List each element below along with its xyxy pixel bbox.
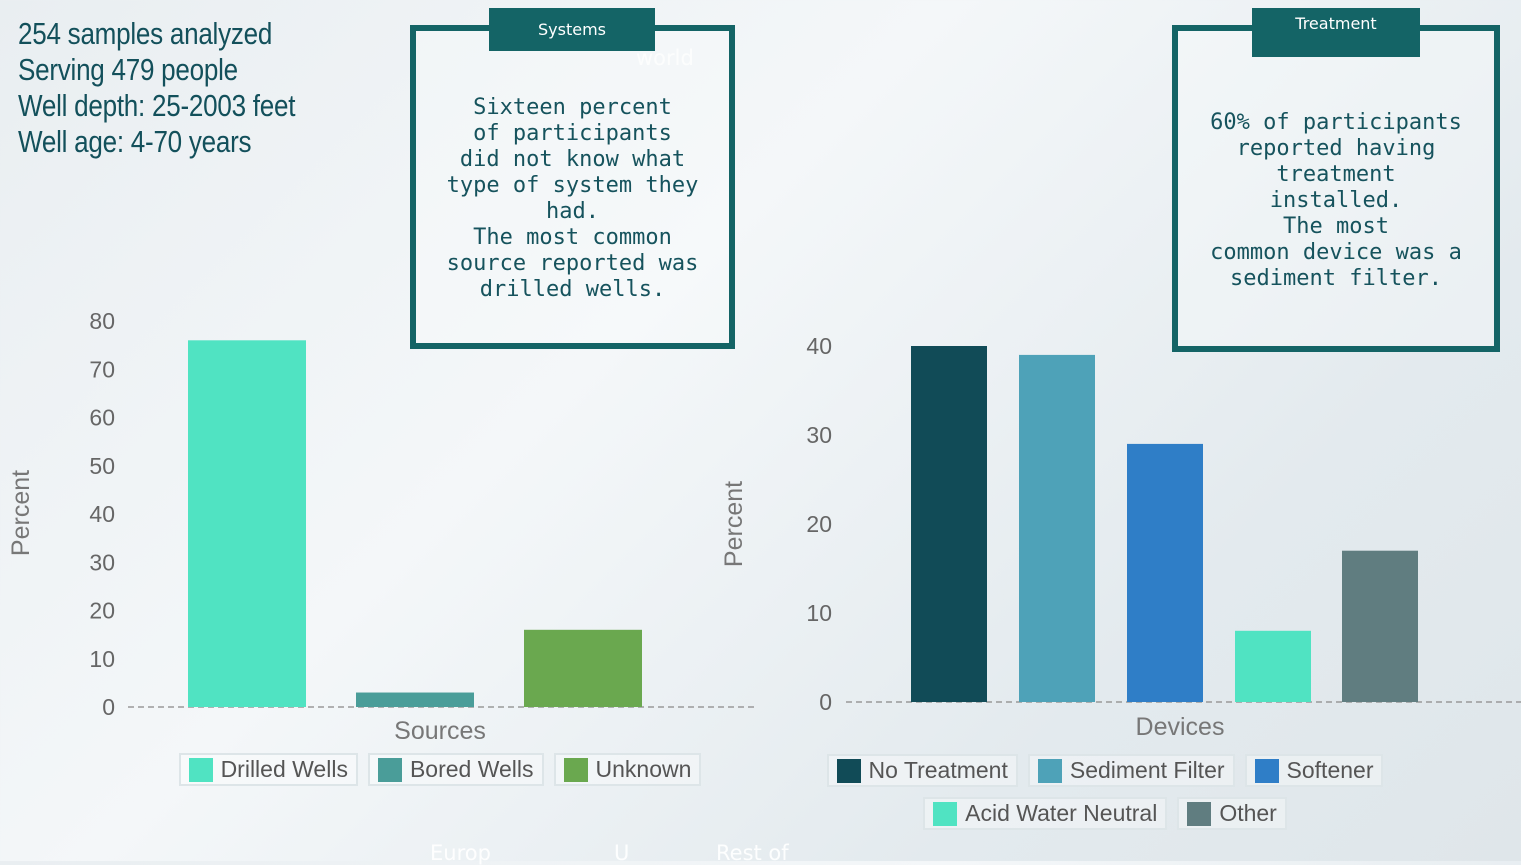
treatment-callout-line: 60% of participants xyxy=(1210,110,1462,135)
legend-swatch-icon xyxy=(1187,801,1212,826)
chart2-ytick-label: 40 xyxy=(806,333,832,359)
systems-callout-line: did not know what xyxy=(459,147,686,172)
legend-swatch-icon xyxy=(933,801,958,826)
systems-callout-line: source reported was xyxy=(446,251,699,276)
treatment-callout-text: 60% of participants reported having treatm… xyxy=(1178,110,1494,292)
chart1-bar xyxy=(188,340,306,707)
chart1-ylabel: Percent xyxy=(7,470,35,556)
treatment-callout-line: reported having xyxy=(1236,136,1436,161)
legend-swatch-icon xyxy=(1037,758,1062,783)
chart1-ytick-label: 50 xyxy=(89,453,115,479)
legend-swatch-icon xyxy=(836,758,861,783)
chart2-bar xyxy=(1342,550,1418,702)
treatment-tab: Treatment xyxy=(1252,8,1420,57)
chart1-ytick-label: 80 xyxy=(89,308,115,334)
chart2-ytick-label: 0 xyxy=(819,689,832,715)
chart1-legend-item[interactable]: Drilled Wells xyxy=(178,753,358,786)
systems-callout-line: drilled wells. xyxy=(479,277,666,302)
chart2-legend-label: Sediment Filter xyxy=(1069,757,1225,783)
treatment-callout-line: sediment filter. xyxy=(1230,266,1442,291)
chart2-legend-label: Softener xyxy=(1286,757,1374,783)
chart2-legend-item[interactable]: Acid Water Neutral xyxy=(923,797,1168,830)
chart1-xlabel: Sources xyxy=(394,717,486,745)
chart1-legend-item[interactable]: Unknown xyxy=(553,753,702,786)
chart2-bar xyxy=(1127,443,1203,702)
summary-stats: 254 samples analyzed Serving 479 people … xyxy=(18,16,295,160)
stat-people: Serving 479 people xyxy=(18,52,238,87)
systems-callout-line: of participants xyxy=(473,121,672,146)
chart2-legend: No Treatment Sediment Filter Softener Acid … xyxy=(800,754,1410,840)
chart2-legend-item[interactable]: No Treatment xyxy=(826,754,1018,787)
legend-swatch-icon xyxy=(1254,758,1279,783)
chart2-ytick-label: 10 xyxy=(806,600,832,626)
chart1-legend-label: Unknown xyxy=(595,756,692,782)
systems-callout: Sixteen percent of participants did not kn… xyxy=(410,25,735,349)
treatment-callout-line: treatment xyxy=(1276,162,1396,187)
chart2-legend-item[interactable]: Other xyxy=(1177,797,1287,830)
chart1-ytick-label: 40 xyxy=(89,501,115,527)
chart1-ytick-label: 60 xyxy=(89,405,115,431)
systems-tab: Systems xyxy=(489,8,655,51)
treatment-callout-line: installed. xyxy=(1269,188,1403,213)
treatment-callout: 60% of participants reported having treatm… xyxy=(1172,25,1500,352)
chart1-legend-label: Bored Wells xyxy=(409,756,534,782)
legend-swatch-icon xyxy=(563,757,588,782)
chart1-ytick-label: 10 xyxy=(89,646,115,672)
systems-callout-line: type of system they xyxy=(446,173,699,198)
chart2-legend-item[interactable]: Sediment Filter xyxy=(1027,754,1235,787)
systems-callout-line: The most common xyxy=(473,225,672,250)
systems-callout-text: Sixteen percent of participants did not kn… xyxy=(416,95,729,303)
chart2-legend-label: Other xyxy=(1219,800,1277,826)
chart1-ytick-label: 30 xyxy=(89,549,115,575)
chart1-legend-label: Drilled Wells xyxy=(220,756,348,782)
chart2-bar xyxy=(1019,354,1095,702)
chart2-ytick-label: 30 xyxy=(806,422,832,448)
legend-swatch-icon xyxy=(377,757,402,782)
chart1-legend-item[interactable]: Bored Wells xyxy=(367,753,544,786)
chart2-legend-item[interactable]: Softener xyxy=(1244,754,1384,787)
systems-callout-line: had. xyxy=(546,199,599,224)
chart2-legend-label: Acid Water Neutral xyxy=(965,800,1158,826)
chart1-ytick-label: 0 xyxy=(102,694,115,720)
systems-callout-line: Sixteen percent xyxy=(473,95,672,120)
chart1-ytick-label: 20 xyxy=(89,598,115,624)
chart1-bar xyxy=(356,692,474,707)
chart1-legend: Drilled Wells Bored Wells Unknown xyxy=(110,753,770,796)
chart1-ytick-label: 70 xyxy=(89,356,115,382)
treatment-callout-line: The most xyxy=(1283,214,1389,239)
ghost-text-u: U xyxy=(614,841,630,865)
chart2-ylabel: Percent xyxy=(720,481,748,567)
chart2-bar xyxy=(1235,630,1311,702)
chart2-xlabel: Devices xyxy=(1136,713,1225,741)
chart2-bar xyxy=(911,346,987,702)
stat-depth: Well depth: 25-2003 feet xyxy=(18,88,296,123)
chart1-bar xyxy=(524,629,642,707)
chart2-ytick-label: 20 xyxy=(806,511,832,537)
chart2-legend-label: No Treatment xyxy=(868,757,1008,783)
stat-samples: 254 samples analyzed xyxy=(18,16,273,51)
stat-age: Well age: 4-70 years xyxy=(18,124,252,159)
legend-swatch-icon xyxy=(188,757,213,782)
treatment-callout-line: common device was a xyxy=(1210,240,1462,265)
